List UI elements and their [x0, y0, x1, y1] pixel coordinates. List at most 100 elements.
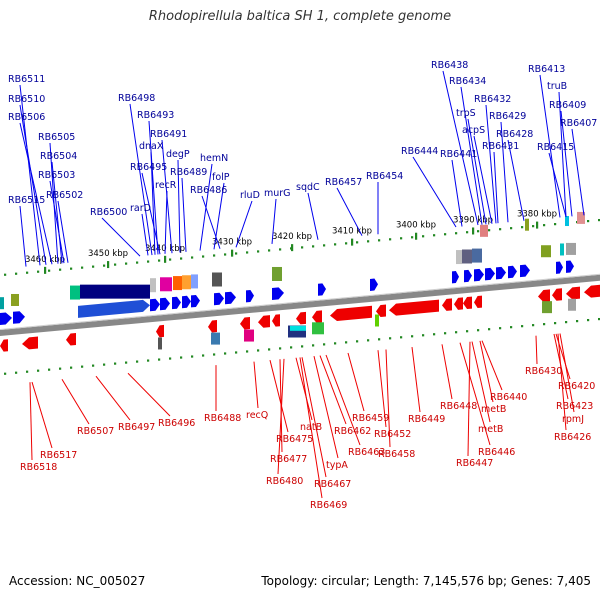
tick-mark	[510, 227, 513, 230]
tick-mark	[554, 322, 557, 325]
feature-box	[272, 266, 282, 281]
leader-line	[557, 333, 567, 431]
forward-gene	[485, 267, 495, 281]
forward-gene	[13, 311, 25, 324]
reverse-gene	[66, 333, 76, 346]
tick-mark	[345, 242, 348, 245]
backbone	[0, 274, 600, 336]
gene-label: metB	[478, 424, 503, 435]
gene-label: RB6506	[8, 112, 45, 123]
feature-box	[11, 293, 19, 306]
gene-label: RB6507	[77, 426, 114, 437]
gene-label: RB6515	[8, 195, 45, 206]
feature-box	[577, 211, 585, 224]
scale-label: 3430 kbp	[212, 238, 252, 248]
reverse-gene	[442, 298, 452, 311]
gene-label: recR	[155, 180, 177, 191]
gene-label: RB6420	[558, 381, 595, 392]
feature-box	[566, 242, 576, 255]
reverse-gene	[22, 336, 38, 350]
major-tick	[164, 255, 167, 263]
tick-mark	[323, 244, 326, 247]
major-tick	[291, 244, 294, 252]
leader-line	[442, 70, 479, 226]
gene-label: RB6488	[204, 413, 241, 424]
gene-label: sqdC	[296, 182, 320, 193]
gene-label: RB6497	[118, 422, 155, 433]
tick-mark	[543, 224, 546, 227]
tick-mark	[279, 248, 282, 251]
tick-mark	[444, 233, 447, 236]
leader-line	[571, 128, 585, 216]
feature-box	[560, 243, 564, 256]
tick-mark	[15, 371, 18, 374]
gene-label: natB	[300, 422, 322, 433]
tick-mark	[136, 360, 139, 363]
tick-mark	[378, 239, 381, 242]
tick-mark	[466, 330, 469, 333]
leader-line	[279, 359, 283, 453]
tick-mark	[455, 232, 458, 235]
leader-line	[535, 335, 538, 365]
tick-mark	[92, 265, 95, 268]
tick-mark	[499, 228, 502, 231]
tick-mark	[455, 331, 458, 334]
tick-mark	[400, 237, 403, 240]
scale-label: 3380 kbp	[517, 210, 557, 220]
leader-line	[269, 360, 289, 433]
gene-label: RB6458	[378, 449, 415, 460]
scale-label: 3410 kbp	[332, 227, 372, 237]
tick-mark	[312, 245, 315, 248]
gene-label: RB6496	[158, 418, 195, 429]
tick-mark	[598, 218, 600, 222]
tick-mark	[213, 353, 216, 356]
leader-line	[485, 104, 497, 224]
reverse-gene	[0, 339, 8, 352]
tick-mark	[290, 346, 293, 349]
gene-label: RB6491	[150, 129, 187, 140]
backbone-highlight	[0, 273, 600, 330]
tick-mark	[114, 263, 117, 266]
leader-line	[49, 180, 65, 264]
feature-box	[525, 218, 529, 231]
leader-line	[95, 375, 131, 421]
tick-mark	[26, 271, 29, 274]
leader-line	[325, 354, 361, 446]
gene-label: RB6447	[456, 458, 493, 469]
leader-line	[57, 200, 69, 263]
gene-label: RB6407	[560, 118, 597, 129]
tick-mark	[125, 361, 128, 364]
feature-box	[212, 272, 222, 287]
feature-box	[542, 301, 552, 314]
reverse-gene	[296, 311, 306, 325]
gene-label: RB6444	[401, 146, 438, 157]
gene-label: murG	[264, 188, 291, 199]
leader-line	[336, 187, 363, 236]
tick-mark	[103, 264, 106, 267]
major-tick	[472, 227, 475, 235]
gene-label: acpS	[462, 125, 485, 136]
tick-mark	[224, 352, 227, 355]
tick-mark	[257, 349, 260, 352]
leader-line	[31, 381, 53, 449]
leader-line	[467, 118, 487, 225]
leader-line	[161, 139, 173, 254]
leader-line	[127, 372, 171, 417]
gene-label: RB6510	[8, 94, 45, 105]
gene-label: hemN	[200, 153, 228, 164]
forward-gene	[78, 299, 150, 318]
tick-mark	[48, 269, 51, 272]
gene-label: RB6441	[440, 149, 477, 160]
tick-mark	[136, 261, 139, 264]
tick-mark	[37, 369, 40, 372]
feature-box	[191, 274, 198, 289]
forward-gene	[272, 287, 284, 300]
tick-mark	[81, 266, 84, 269]
tick-mark	[466, 231, 469, 234]
feature-box	[541, 245, 551, 258]
tick-mark	[543, 323, 546, 326]
forward-gene	[172, 296, 181, 310]
tick-mark	[4, 273, 7, 276]
gene-label: degP	[166, 149, 190, 160]
major-tick	[231, 249, 234, 257]
